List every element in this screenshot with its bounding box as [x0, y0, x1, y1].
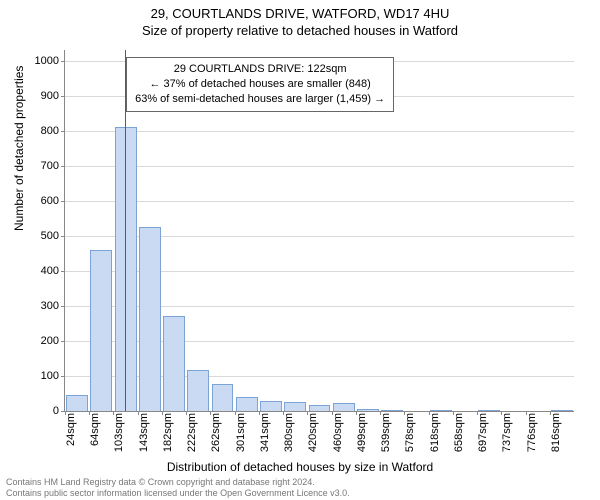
xtick-label: 380sqm [283, 411, 295, 452]
annotation-line1: 29 COURTLANDS DRIVE: 122sqm [135, 62, 385, 77]
histogram-bar [284, 402, 306, 411]
ytick-label: 700 [41, 160, 65, 172]
xtick-label: 776sqm [526, 411, 538, 452]
xtick-label: 64sqm [89, 411, 101, 446]
ytick-label: 600 [41, 195, 65, 207]
xtick-label: 539sqm [380, 411, 392, 452]
footer-line2: Contains public sector information licen… [6, 488, 350, 498]
histogram-bar [66, 395, 88, 411]
ytick-label: 1000 [35, 55, 65, 67]
footer-attribution: Contains HM Land Registry data © Crown c… [6, 477, 350, 498]
xtick-label: 737sqm [501, 411, 513, 452]
xtick-label: 182sqm [162, 411, 174, 452]
grid-line [65, 166, 574, 167]
xtick-label: 301sqm [235, 411, 247, 452]
ytick-label: 800 [41, 125, 65, 137]
histogram-bar [187, 370, 209, 411]
page-subtitle: Size of property relative to detached ho… [0, 21, 600, 38]
xtick-label: 578sqm [404, 411, 416, 452]
grid-line [65, 131, 574, 132]
page-title: 29, COURTLANDS DRIVE, WATFORD, WD17 4HU [0, 0, 600, 21]
histogram-bar [260, 401, 282, 412]
histogram-bar [163, 316, 185, 411]
annotation-line3: 63% of semi-detached houses are larger (… [135, 92, 385, 107]
ytick-label: 100 [41, 370, 65, 382]
annotation-box: 29 COURTLANDS DRIVE: 122sqm ← 37% of det… [126, 57, 394, 112]
histogram-bar [333, 403, 355, 411]
xtick-label: 816sqm [550, 411, 562, 452]
ytick-label: 200 [41, 335, 65, 347]
xtick-label: 143sqm [138, 411, 150, 452]
xtick-label: 24sqm [65, 411, 77, 446]
ytick-label: 300 [41, 300, 65, 312]
xtick-label: 262sqm [210, 411, 222, 452]
xtick-label: 420sqm [307, 411, 319, 452]
xtick-label: 341sqm [259, 411, 271, 452]
xtick-label: 499sqm [356, 411, 368, 452]
xtick-label: 697sqm [477, 411, 489, 452]
ytick-label: 0 [53, 405, 65, 417]
grid-line [65, 201, 574, 202]
ytick-label: 400 [41, 265, 65, 277]
x-axis-label: Distribution of detached houses by size … [0, 460, 600, 474]
xtick-label: 103sqm [113, 411, 125, 452]
annotation-line2: ← 37% of detached houses are smaller (84… [135, 77, 385, 92]
xtick-label: 222sqm [186, 411, 198, 452]
histogram-bar [90, 250, 112, 411]
xtick-label: 658sqm [453, 411, 465, 452]
footer-line1: Contains HM Land Registry data © Crown c… [6, 477, 350, 487]
chart-plot-area: 0100200300400500600700800900100024sqm64s… [64, 50, 574, 412]
xtick-label: 460sqm [332, 411, 344, 452]
histogram-bar [236, 397, 258, 411]
xtick-label: 618sqm [429, 411, 441, 452]
histogram-bar [212, 384, 234, 411]
ytick-label: 500 [41, 230, 65, 242]
ytick-label: 900 [41, 90, 65, 102]
y-axis-label: Number of detached properties [12, 66, 26, 231]
histogram-bar [139, 227, 161, 411]
